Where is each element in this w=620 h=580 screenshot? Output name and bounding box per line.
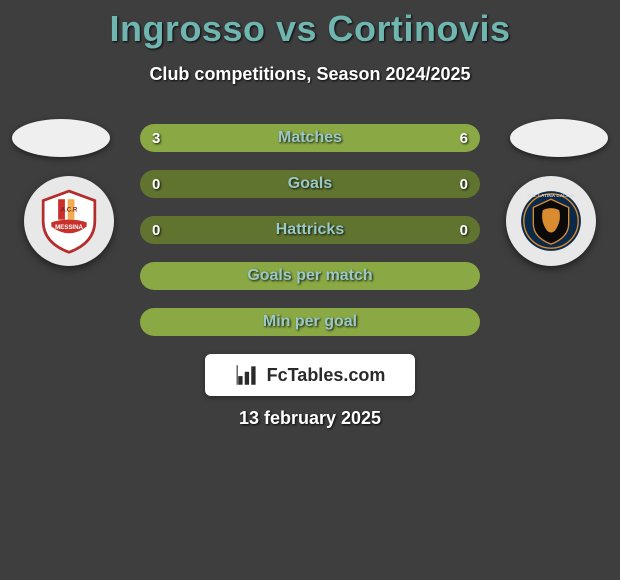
brand-badge[interactable]: FcTables.com	[205, 354, 415, 396]
svg-text:MESSINA: MESSINA	[55, 224, 83, 231]
latina-crest-icon: U.S. LATINA CALCIO	[517, 187, 585, 255]
page-subtitle: Club competitions, Season 2024/2025	[0, 64, 620, 85]
bar-chart-icon	[235, 362, 261, 388]
stat-bars: 36Matches 00Goals 00Hattricks Goals per mat…	[140, 124, 480, 354]
right-flag-oval	[510, 119, 608, 157]
left-team-badge: A.C.R MESSINA	[24, 176, 114, 266]
stat-bar-min-per-goal: Min per goal	[140, 308, 480, 336]
left-flag-oval	[12, 119, 110, 157]
stat-label: Min per goal	[140, 313, 480, 331]
svg-text:A.C.R: A.C.R	[61, 206, 78, 213]
stat-label: Matches	[140, 129, 480, 147]
page-title: Ingrosso vs Cortinovis	[0, 0, 620, 50]
stat-bar-goals: 00Goals	[140, 170, 480, 198]
stat-bar-goals-per-match: Goals per match	[140, 262, 480, 290]
stat-label: Goals	[140, 175, 480, 193]
messina-crest-icon: A.C.R MESSINA	[35, 187, 103, 255]
stat-bar-matches: 36Matches	[140, 124, 480, 152]
stat-label: Goals per match	[140, 267, 480, 285]
stat-bar-hattricks: 00Hattricks	[140, 216, 480, 244]
right-team-badge: U.S. LATINA CALCIO	[506, 176, 596, 266]
brand-text: FcTables.com	[267, 365, 386, 386]
stat-label: Hattricks	[140, 221, 480, 239]
svg-text:U.S. LATINA CALCIO: U.S. LATINA CALCIO	[528, 193, 575, 199]
infographic-container: Ingrosso vs Cortinovis Club competitions…	[0, 0, 620, 580]
date-text: 13 february 2025	[0, 408, 620, 429]
